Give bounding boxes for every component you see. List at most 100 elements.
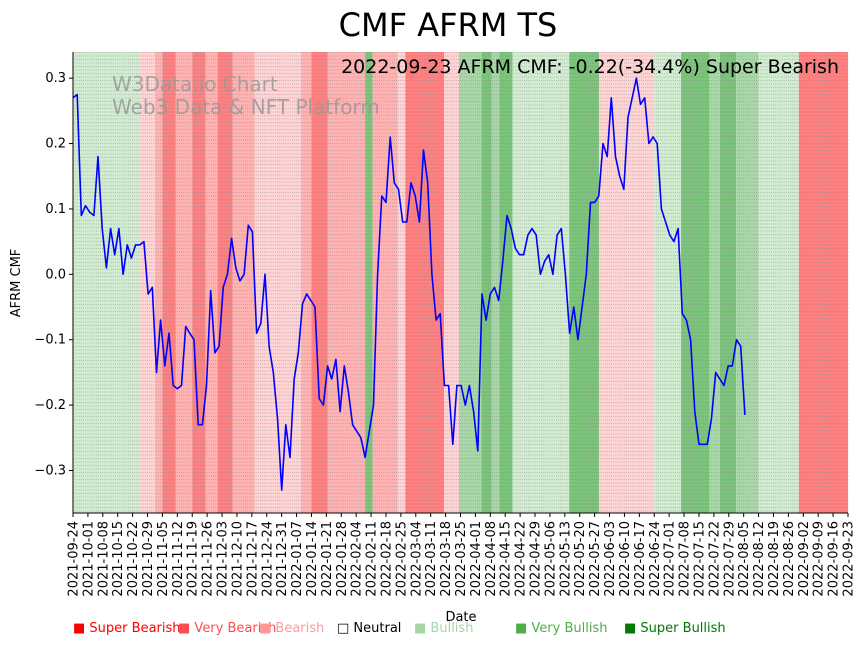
x-tick-label: 2022-08-26 bbox=[782, 521, 797, 597]
x-tick-label: 2021-10-08 bbox=[96, 521, 111, 597]
sentiment-bands bbox=[73, 52, 848, 513]
legend-item: □ Neutral bbox=[337, 621, 401, 636]
y-axis-ticks: −0.3 −0.2 −0.1 0.0 0.1 0.2 0.3 bbox=[34, 71, 73, 478]
x-tick-label: 2022-08-05 bbox=[737, 521, 752, 597]
legend-label: Super Bearish bbox=[85, 621, 181, 636]
legend-marker: □ bbox=[337, 621, 350, 636]
chart-title: CMF AFRM TS bbox=[339, 6, 558, 44]
y-tick-label: 0.0 bbox=[45, 267, 66, 282]
x-tick-label: 2022-07-01 bbox=[663, 521, 678, 597]
band-9 bbox=[254, 52, 302, 513]
y-axis-label: AFRM CMF bbox=[9, 249, 24, 318]
x-tick-label: 2022-04-08 bbox=[484, 521, 499, 597]
legend-item: ■ Very Bearish bbox=[178, 621, 276, 636]
band-10 bbox=[301, 52, 312, 513]
y-tick-label: 0.2 bbox=[45, 137, 66, 152]
x-tick-label: 2022-07-15 bbox=[693, 521, 708, 597]
x-tick-label: 2022-02-04 bbox=[350, 521, 365, 597]
x-tick-label: 2022-01-28 bbox=[335, 521, 350, 597]
band-22 bbox=[512, 52, 570, 513]
x-tick-label: 2021-12-24 bbox=[260, 521, 275, 597]
legend-marker: ■ bbox=[624, 621, 637, 636]
x-tick-label: 2022-08-12 bbox=[752, 521, 767, 597]
band-6 bbox=[205, 52, 218, 513]
legend-label: Bearish bbox=[271, 621, 325, 636]
x-tick-label: 2022-03-11 bbox=[424, 521, 439, 597]
x-tick-label: 2021-11-19 bbox=[186, 521, 201, 597]
y-tick-label: −0.3 bbox=[34, 463, 66, 478]
x-tick-label: 2021-09-24 bbox=[67, 521, 82, 597]
band-26 bbox=[681, 52, 710, 513]
x-tick-label: 2022-01-07 bbox=[290, 521, 305, 597]
legend-label: Super Bullish bbox=[636, 621, 726, 636]
band-13 bbox=[365, 52, 373, 513]
x-tick-label: 2022-05-27 bbox=[588, 521, 603, 597]
x-tick-label: 2022-07-08 bbox=[678, 521, 693, 597]
band-21 bbox=[499, 52, 513, 513]
legend-marker: ■ bbox=[259, 621, 272, 636]
x-tick-label: 2021-10-22 bbox=[126, 521, 141, 597]
x-tick-label: 2022-02-11 bbox=[365, 521, 380, 597]
band-16 bbox=[405, 52, 445, 513]
x-tick-label: 2022-06-10 bbox=[618, 521, 633, 597]
band-29 bbox=[736, 52, 759, 513]
x-tick-label: 2021-12-03 bbox=[216, 521, 231, 597]
x-tick-label: 2022-07-22 bbox=[707, 521, 722, 597]
band-3 bbox=[162, 52, 176, 513]
x-tick-label: 2021-12-10 bbox=[230, 521, 245, 597]
x-tick-label: 2021-10-15 bbox=[111, 521, 126, 597]
legend-marker: ■ bbox=[178, 621, 191, 636]
legend-item: ■ Super Bullish bbox=[624, 621, 726, 636]
legend-marker: ■ bbox=[73, 621, 86, 636]
x-tick-label: 2022-03-18 bbox=[439, 521, 454, 597]
x-tick-label: 2022-04-22 bbox=[514, 521, 529, 597]
y-tick-label: −0.1 bbox=[34, 333, 66, 348]
x-tick-label: 2022-09-09 bbox=[812, 521, 827, 597]
band-20 bbox=[491, 52, 500, 513]
legend-item: ■ Very Bullish bbox=[515, 621, 608, 636]
x-tick-label: 2022-02-18 bbox=[380, 521, 395, 597]
band-11 bbox=[311, 52, 328, 513]
x-tick-label: 2022-05-13 bbox=[558, 521, 573, 597]
band-31 bbox=[798, 52, 848, 513]
band-28 bbox=[719, 52, 737, 513]
band-17 bbox=[444, 52, 460, 513]
legend-label: Very Bullish bbox=[527, 621, 608, 636]
legend-label: Bullish bbox=[426, 621, 474, 636]
band-23 bbox=[569, 52, 600, 513]
x-tick-label: 2022-04-15 bbox=[499, 521, 514, 597]
x-tick-label: 2022-01-14 bbox=[305, 521, 320, 597]
x-tick-label: 2022-05-20 bbox=[573, 521, 588, 597]
band-4 bbox=[175, 52, 193, 513]
x-tick-label: 2022-04-01 bbox=[469, 521, 484, 597]
band-15 bbox=[397, 52, 406, 513]
band-5 bbox=[192, 52, 206, 513]
x-tick-label: 2022-04-29 bbox=[529, 521, 544, 597]
x-tick-label: 2021-10-29 bbox=[141, 521, 156, 597]
y-tick-label: 0.3 bbox=[45, 71, 66, 86]
x-tick-label: 2022-06-17 bbox=[633, 521, 648, 597]
cmf-series-line bbox=[72, 77, 746, 491]
band-27 bbox=[709, 52, 720, 513]
legend-label: Neutral bbox=[349, 621, 402, 636]
x-tick-label: 2021-12-17 bbox=[245, 521, 260, 597]
x-tick-label: 2021-11-26 bbox=[201, 521, 216, 597]
watermark-line-1: W3Data.io Chart bbox=[112, 72, 278, 96]
band-12 bbox=[327, 52, 366, 513]
band-30 bbox=[758, 52, 799, 513]
x-tick-label: 2022-09-02 bbox=[797, 521, 812, 597]
x-tick-label: 2022-05-06 bbox=[543, 521, 558, 597]
y-tick-label: 0.1 bbox=[45, 202, 66, 217]
x-tick-label: 2022-09-16 bbox=[827, 521, 842, 597]
x-tick-label: 2021-11-05 bbox=[156, 521, 171, 597]
band-2 bbox=[154, 52, 163, 513]
band-24 bbox=[599, 52, 655, 513]
legend-item: ■ Bullish bbox=[414, 621, 473, 636]
band-19 bbox=[481, 52, 492, 513]
legend-item: ■ Bearish bbox=[259, 621, 324, 636]
x-tick-label: 2022-03-04 bbox=[409, 521, 424, 597]
y-tick-label: −0.2 bbox=[34, 398, 66, 413]
legend-label: Very Bearish bbox=[190, 621, 277, 636]
series-layer bbox=[72, 77, 746, 491]
watermark-line-2: Web3 Data & NFT Platform bbox=[112, 95, 380, 119]
